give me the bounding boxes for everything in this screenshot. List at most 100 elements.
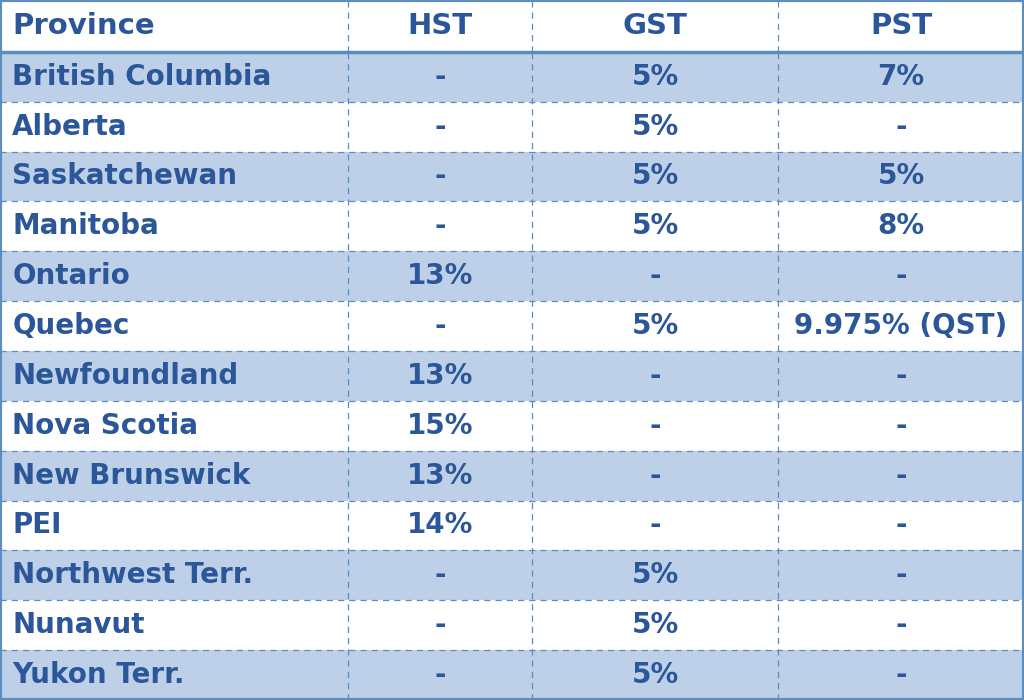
Bar	[532, 251, 778, 301]
Bar	[778, 550, 1024, 601]
Text: 8%: 8%	[878, 212, 925, 240]
Text: -: -	[895, 113, 907, 141]
Bar	[532, 451, 778, 500]
Text: Manitoba: Manitoba	[12, 212, 159, 240]
Text: -: -	[895, 262, 907, 290]
Bar	[532, 202, 778, 251]
Bar	[0, 102, 348, 151]
Bar	[532, 151, 778, 202]
Bar	[0, 500, 348, 550]
Bar	[348, 301, 532, 351]
Text: -: -	[895, 611, 907, 639]
Text: Yukon Terr.: Yukon Terr.	[12, 661, 184, 689]
Bar	[532, 102, 778, 151]
Text: -: -	[895, 412, 907, 440]
Text: 13%: 13%	[408, 461, 473, 489]
Text: 5%: 5%	[878, 162, 925, 190]
Bar	[0, 351, 348, 401]
Text: -: -	[895, 362, 907, 390]
Text: 7%: 7%	[878, 63, 925, 91]
Bar	[778, 251, 1024, 301]
Text: 14%: 14%	[408, 512, 473, 540]
Bar	[348, 550, 532, 601]
Text: PST: PST	[870, 12, 932, 40]
Bar	[778, 351, 1024, 401]
Bar	[778, 102, 1024, 151]
Bar	[532, 601, 778, 650]
Text: -: -	[649, 362, 662, 390]
Bar	[0, 301, 348, 351]
Bar	[0, 251, 348, 301]
Text: 5%: 5%	[632, 661, 679, 689]
Bar	[0, 601, 348, 650]
Bar	[0, 451, 348, 500]
Text: Nunavut: Nunavut	[12, 611, 144, 639]
Bar	[532, 650, 778, 700]
Bar	[0, 550, 348, 601]
Bar	[778, 401, 1024, 451]
Bar	[778, 202, 1024, 251]
Text: -: -	[649, 512, 662, 540]
Text: GST: GST	[623, 12, 688, 40]
Bar	[348, 601, 532, 650]
Text: -: -	[434, 561, 446, 589]
Bar	[0, 202, 348, 251]
Bar	[348, 52, 532, 102]
Bar	[778, 451, 1024, 500]
Bar	[532, 52, 778, 102]
Text: Newfoundland: Newfoundland	[12, 362, 239, 390]
Text: 5%: 5%	[632, 63, 679, 91]
Text: 5%: 5%	[632, 212, 679, 240]
Text: -: -	[895, 561, 907, 589]
Text: Province: Province	[12, 12, 155, 40]
Bar	[348, 251, 532, 301]
Bar	[348, 401, 532, 451]
Text: -: -	[434, 611, 446, 639]
Text: Ontario: Ontario	[12, 262, 130, 290]
Text: -: -	[434, 312, 446, 340]
Bar	[532, 500, 778, 550]
Text: PEI: PEI	[12, 512, 61, 540]
Bar	[348, 351, 532, 401]
Text: -: -	[895, 512, 907, 540]
Text: -: -	[434, 113, 446, 141]
Text: -: -	[895, 661, 907, 689]
Text: 5%: 5%	[632, 162, 679, 190]
Text: -: -	[434, 63, 446, 91]
Bar	[0, 650, 348, 700]
Text: 5%: 5%	[632, 113, 679, 141]
Text: 5%: 5%	[632, 312, 679, 340]
Text: Alberta: Alberta	[12, 113, 128, 141]
Text: -: -	[434, 661, 446, 689]
Bar	[348, 650, 532, 700]
Text: -: -	[649, 412, 662, 440]
Bar	[348, 102, 532, 151]
Bar	[778, 0, 1024, 52]
Bar	[532, 401, 778, 451]
Text: Nova Scotia: Nova Scotia	[12, 412, 199, 440]
Bar	[0, 401, 348, 451]
Text: New Brunswick: New Brunswick	[12, 461, 251, 489]
Text: Northwest Terr.: Northwest Terr.	[12, 561, 253, 589]
Bar	[348, 0, 532, 52]
Text: -: -	[649, 461, 662, 489]
Bar	[778, 301, 1024, 351]
Bar	[778, 650, 1024, 700]
Text: -: -	[434, 212, 446, 240]
Text: 15%: 15%	[408, 412, 473, 440]
Bar	[778, 151, 1024, 202]
Bar	[532, 301, 778, 351]
Bar	[0, 52, 348, 102]
Bar	[0, 151, 348, 202]
Bar	[348, 202, 532, 251]
Text: 9.975% (QST): 9.975% (QST)	[795, 312, 1008, 340]
Bar	[532, 351, 778, 401]
Text: -: -	[895, 461, 907, 489]
Bar	[532, 0, 778, 52]
Text: Saskatchewan: Saskatchewan	[12, 162, 238, 190]
Bar	[348, 500, 532, 550]
Text: 13%: 13%	[408, 362, 473, 390]
Text: -: -	[434, 162, 446, 190]
Bar	[532, 550, 778, 601]
Text: British Columbia: British Columbia	[12, 63, 271, 91]
